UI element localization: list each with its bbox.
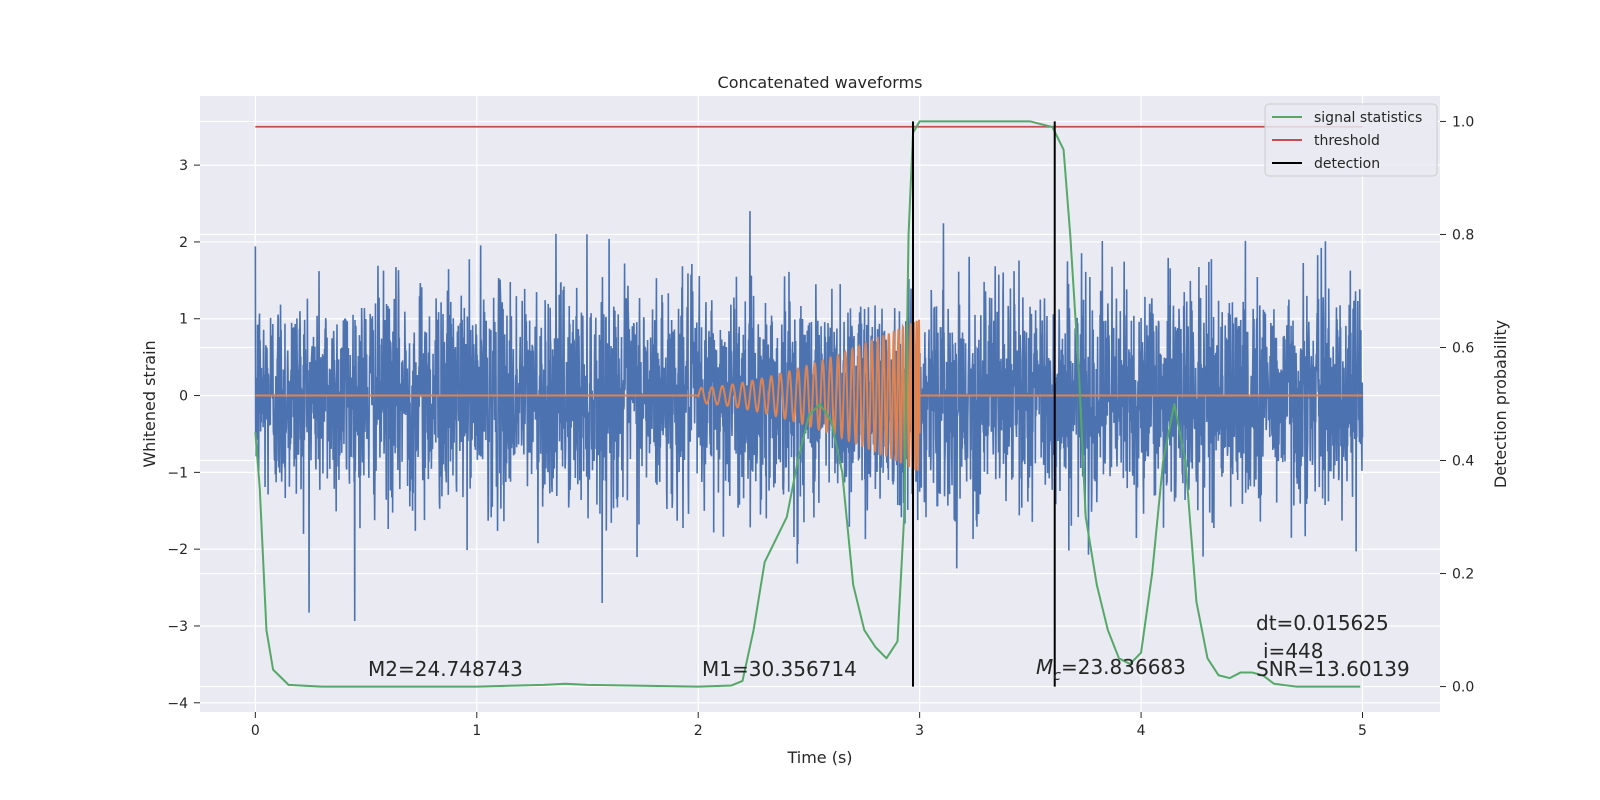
x-tick-label: 4 — [1137, 723, 1146, 739]
y-tick-label: 2 — [179, 235, 188, 251]
detection-series — [912, 121, 1056, 687]
y-tick-label: 1 — [179, 312, 188, 328]
y-right-tick-label: 0.6 — [1452, 340, 1474, 356]
annotation-mc: Mc=23.836683 — [1036, 655, 1186, 684]
y-right-tick-label: 0.8 — [1452, 227, 1474, 243]
annotation-m2: M2=24.748743 — [368, 657, 523, 681]
x-tick-label: 0 — [251, 723, 260, 739]
noise-line — [254, 211, 1364, 622]
legend-box — [1264, 103, 1438, 177]
annotation-snr: SNR=13.60139 — [1256, 657, 1410, 681]
y-right-axis-ticks: 0.0 0.2 0.4 0.6 0.8 1.0 — [1440, 114, 1474, 696]
y-axis-ticks: −4 −3 −2 −1 0 1 2 3 — [167, 158, 200, 712]
y-right-tick-label: 0.2 — [1452, 567, 1474, 583]
template-series — [255, 319, 1363, 471]
template-chirp-line — [697, 319, 921, 471]
annotation-mc-symbol: M — [1036, 655, 1053, 679]
y-tick-label: −2 — [167, 542, 188, 558]
signal-statistics-series — [254, 120, 1361, 688]
annotation-i: i=448 — [1263, 639, 1324, 663]
y-tick-label: −1 — [167, 465, 188, 481]
y-axis-label: Whitened strain — [140, 340, 159, 467]
x-tick-label: 3 — [915, 723, 924, 739]
signal-statistics-line — [254, 120, 1361, 688]
annotation-dt: dt=0.015625 — [1256, 611, 1389, 635]
y-right-tick-label: 1.0 — [1452, 114, 1474, 130]
annotation-mc-value: =23.836683 — [1061, 655, 1186, 679]
y-right-axis-label: Detection probability — [1491, 320, 1510, 488]
legend-entry-detection: detection — [1314, 156, 1380, 172]
annotation-m1: M1=30.356714 — [702, 657, 857, 681]
x-axis-ticks: 0 1 2 3 4 5 — [251, 712, 1367, 739]
legend-entry-threshold: threshold — [1314, 133, 1380, 149]
chart-title: Concatenated waveforms — [718, 73, 923, 92]
y-tick-label: −4 — [167, 696, 188, 712]
legend: signal statistics threshold detection — [1264, 103, 1438, 177]
y-right-tick-label: 0.4 — [1452, 454, 1474, 470]
x-tick-label: 5 — [1358, 723, 1367, 739]
legend-entry-signal-statistics: signal statistics — [1314, 110, 1422, 126]
x-axis-label: Time (s) — [786, 748, 852, 767]
y-right-tick-label: 0.0 — [1452, 680, 1474, 696]
x-tick-label: 1 — [472, 723, 481, 739]
y-tick-label: 0 — [179, 389, 188, 405]
x-tick-label: 2 — [694, 723, 703, 739]
noise-series — [254, 211, 1364, 622]
y-tick-label: −3 — [167, 619, 188, 635]
annotation-mc-subscript: c — [1053, 668, 1061, 684]
y-tick-label: 3 — [179, 158, 188, 174]
